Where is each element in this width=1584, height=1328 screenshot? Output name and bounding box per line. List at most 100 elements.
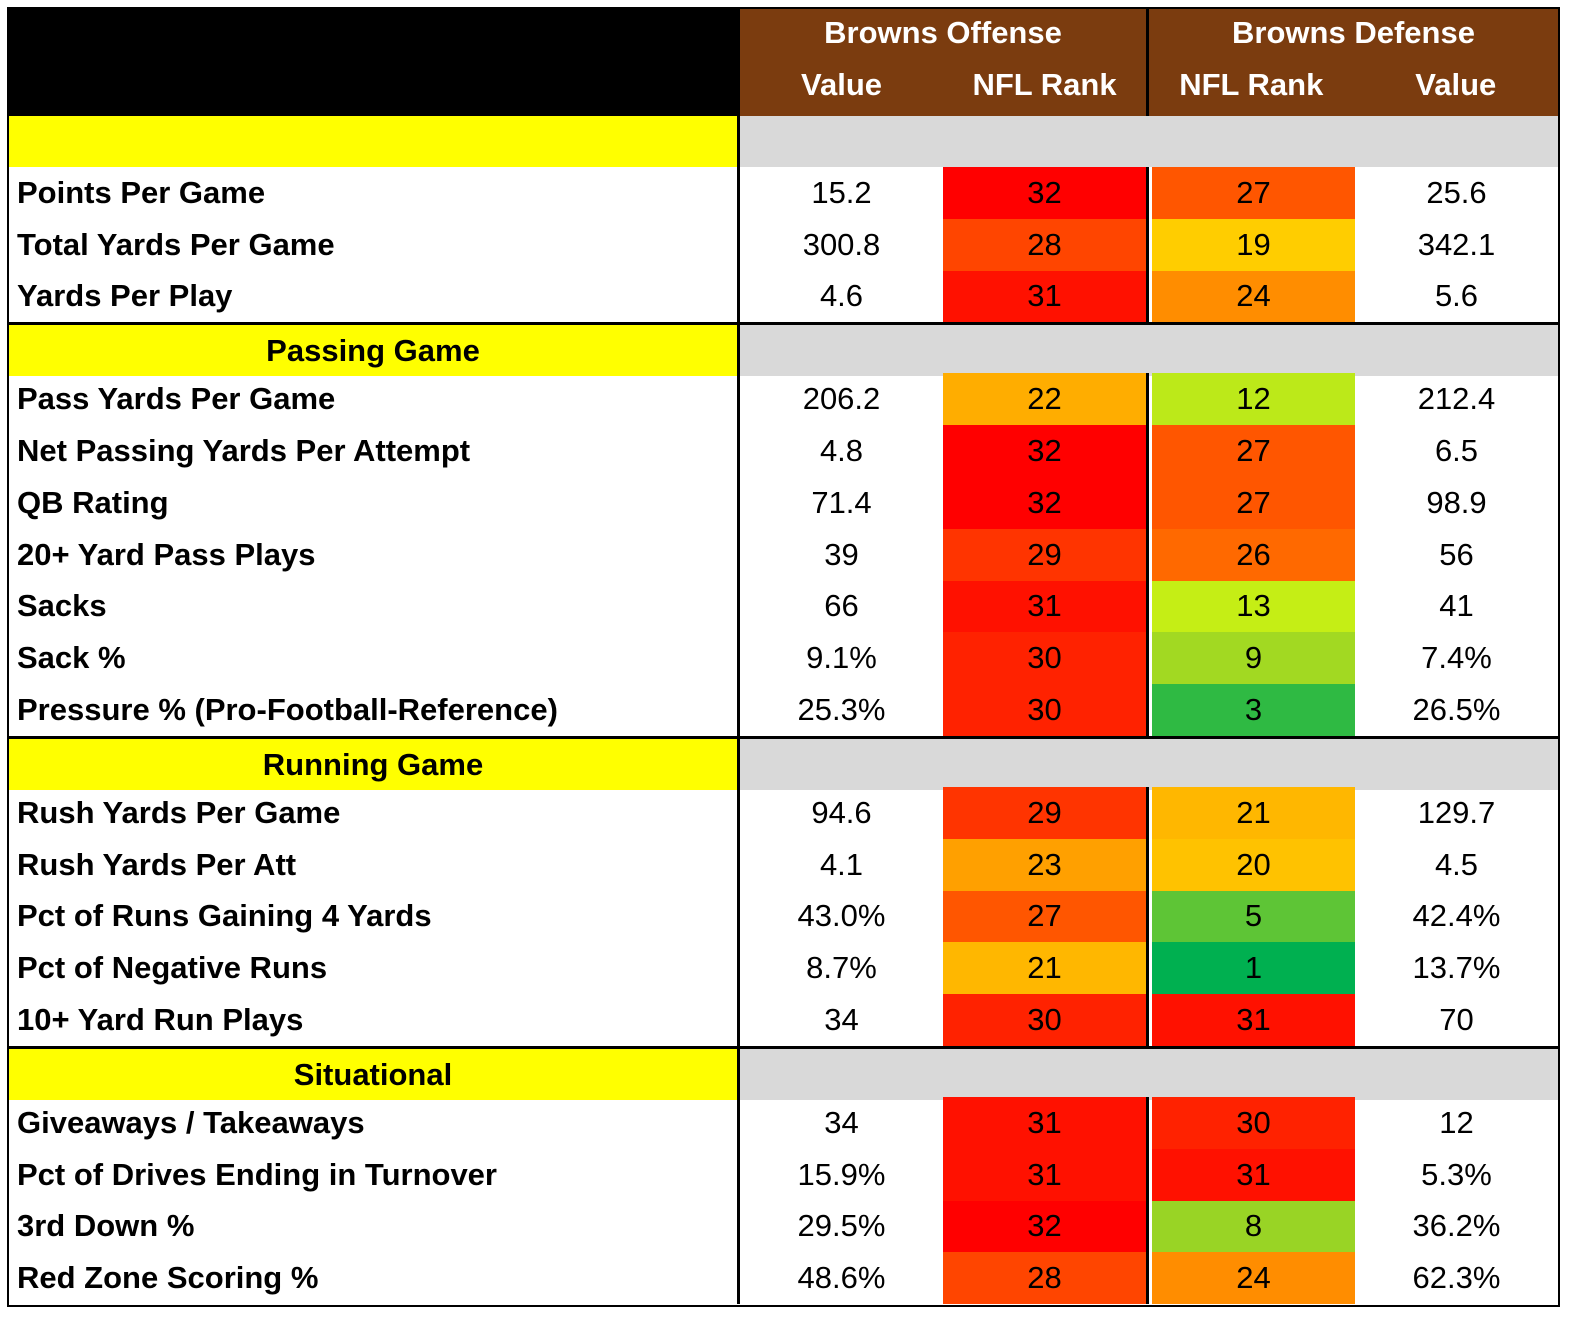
table-row: Sack % 9.1% 30 9 7.4% (9, 632, 1558, 685)
offense-rank: 32 (943, 167, 1149, 219)
defense-rank-value: 20 (1152, 838, 1355, 891)
offense-value: 206.2 (737, 373, 943, 426)
offense-rank: 21 (943, 942, 1149, 995)
defense-rank-header: NFL Rank (1179, 67, 1324, 102)
section-header-row: Situational (9, 1046, 1558, 1100)
metric-label: 10+ Yard Run Plays (17, 1002, 304, 1038)
metric-label: Pct of Negative Runs (17, 950, 328, 986)
offense-rank: 29 (943, 787, 1149, 839)
offense-rank: 28 (943, 218, 1149, 271)
defense-rank: 27 (1149, 477, 1355, 529)
header-defense: Browns Defense NFL Rank Value (1149, 9, 1558, 116)
offense-value: 43.0% (737, 890, 943, 943)
offense-rank: 27 (943, 890, 1149, 943)
offense-rank: 32 (943, 1200, 1149, 1253)
offense-value: 4.6 (737, 270, 943, 323)
offense-value: 300.8 (737, 218, 943, 271)
offense-value: 39 (737, 528, 943, 581)
offense-value: 8.7% (737, 942, 943, 995)
offense-rank-value: 28 (943, 218, 1146, 271)
defense-rank: 21 (1149, 787, 1355, 839)
defense-value: 70 (1439, 1002, 1474, 1038)
defense-value: 5.3% (1421, 1156, 1492, 1192)
offense-rank-value: 23 (943, 838, 1146, 891)
defense-rank: 27 (1149, 167, 1355, 219)
section-gray-band (737, 1049, 1558, 1100)
offense-rank: 22 (943, 373, 1149, 426)
offense-rank-value: 21 (943, 942, 1146, 995)
offense-rank: 29 (943, 528, 1149, 581)
offense-rank-value: 31 (943, 580, 1146, 633)
table-row: Rush Yards Per Game 94.6 29 21 129.7 (9, 787, 1558, 839)
defense-value: 6.5 (1434, 433, 1479, 469)
metric-label: Pct of Drives Ending in Turnover (17, 1156, 497, 1192)
metric-label: 20+ Yard Pass Plays (17, 536, 316, 572)
offense-rank-value: 29 (943, 528, 1146, 581)
offense-rank: 30 (943, 684, 1149, 736)
defense-value: 7.4% (1421, 640, 1492, 676)
offense-rank-value: 28 (943, 1252, 1146, 1305)
defense-value: 56 (1439, 536, 1474, 572)
defense-value: 129.7 (1417, 794, 1496, 830)
section-title: Situational (9, 1049, 737, 1100)
offense-value: 25.3% (737, 684, 943, 736)
section-title (9, 116, 737, 167)
offense-rank: 31 (943, 580, 1149, 633)
offense-value: 34 (737, 994, 943, 1046)
table-row: Pressure % (Pro-Football-Reference) 25.3%… (9, 684, 1558, 736)
offense-rank-header: NFL Rank (972, 67, 1117, 102)
defense-value: 212.4 (1417, 381, 1496, 417)
offense-value: 34 (737, 1097, 943, 1149)
defense-rank-value: 3 (1152, 684, 1355, 736)
offense-rank-value: 30 (943, 632, 1146, 685)
table-row: 10+ Yard Run Plays 34 30 31 70 (9, 994, 1558, 1046)
table-row: Rush Yards Per Att 4.1 23 20 4.5 (9, 838, 1558, 891)
table-row: Net Passing Yards Per Attempt 4.8 32 27 6.5 (9, 425, 1558, 477)
table-row: Total Yards Per Game 300.8 28 19 342.1 (9, 218, 1558, 271)
defense-rank-value: 26 (1152, 528, 1355, 581)
offense-value: 4.8 (737, 425, 943, 477)
defense-value: 13.7% (1412, 950, 1501, 986)
header-blank (9, 9, 737, 116)
defense-rank-value: 9 (1152, 632, 1355, 685)
offense-rank-value: 32 (943, 477, 1146, 529)
defense-title: Browns Defense (1232, 15, 1475, 50)
offense-value: 29.5% (737, 1200, 943, 1253)
offense-rank-value: 32 (943, 425, 1146, 477)
defense-rank: 12 (1149, 373, 1355, 426)
defense-rank-value: 27 (1152, 425, 1355, 477)
defense-rank: 31 (1149, 1148, 1355, 1201)
defense-rank: 8 (1149, 1200, 1355, 1253)
defense-rank: 1 (1149, 942, 1355, 995)
defense-rank-value: 1 (1152, 942, 1355, 995)
defense-value-header: Value (1415, 67, 1497, 102)
defense-rank: 3 (1149, 684, 1355, 736)
defense-value: 4.5 (1434, 846, 1479, 882)
offense-rank-value: 22 (943, 373, 1146, 426)
defense-value: 42.4% (1412, 898, 1501, 934)
offense-rank-value: 29 (943, 787, 1146, 839)
defense-rank: 30 (1149, 1097, 1355, 1149)
defense-value: 25.6 (1426, 174, 1487, 210)
metric-label: Sack % (17, 640, 126, 676)
defense-value: 62.3% (1412, 1260, 1501, 1296)
section-gray-band (737, 116, 1558, 167)
defense-rank-value: 30 (1152, 1097, 1355, 1149)
defense-rank-value: 27 (1152, 477, 1355, 529)
metric-label: Pct of Runs Gaining 4 Yards (17, 898, 432, 934)
table-row: 20+ Yard Pass Plays 39 29 26 56 (9, 528, 1558, 581)
defense-value: 12 (1439, 1104, 1474, 1140)
offense-rank: 32 (943, 477, 1149, 529)
defense-rank-value: 27 (1152, 167, 1355, 219)
metric-label: Red Zone Scoring % (17, 1260, 319, 1296)
metric-label: 3rd Down % (17, 1208, 195, 1244)
defense-value: 5.6 (1434, 278, 1479, 314)
offense-rank: 28 (943, 1252, 1149, 1305)
metric-label: Giveaways / Takeaways (17, 1104, 365, 1140)
defense-rank-value: 24 (1152, 1252, 1355, 1305)
offense-rank-value: 32 (943, 167, 1146, 219)
section-header-row: Running Game (9, 736, 1558, 790)
defense-rank-value: 8 (1152, 1200, 1355, 1253)
defense-rank-value: 12 (1152, 373, 1355, 426)
defense-value: 41 (1439, 588, 1474, 624)
